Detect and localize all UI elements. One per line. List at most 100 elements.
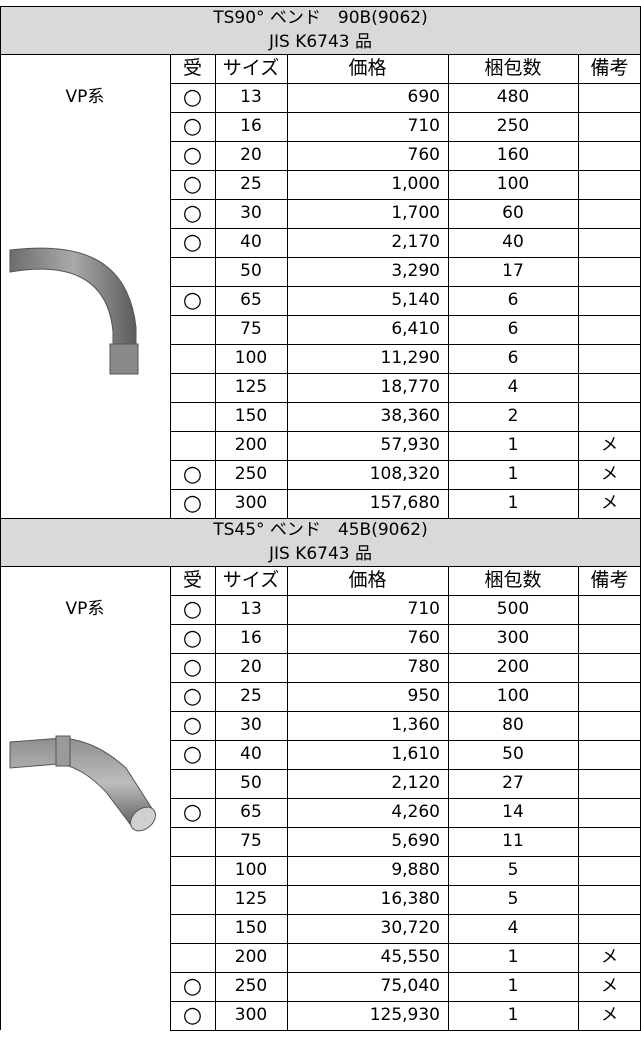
section-title: TS45° ベンド 45B(9062) bbox=[0, 518, 641, 542]
pack-qty: 6 bbox=[507, 348, 519, 368]
size: 200 bbox=[234, 947, 268, 967]
pack-qty: 6 bbox=[507, 319, 519, 339]
price: 9,880 bbox=[391, 860, 440, 880]
pack-qty: 4 bbox=[507, 918, 519, 938]
size: 16 bbox=[240, 116, 262, 136]
size: 13 bbox=[240, 87, 262, 107]
price: 760 bbox=[407, 145, 440, 165]
rule bbox=[170, 682, 641, 683]
receive-mark: ○ bbox=[182, 171, 203, 197]
rule bbox=[0, 6, 1, 518]
pack-qty: 5 bbox=[507, 860, 519, 880]
price: 38,360 bbox=[380, 406, 440, 426]
rule bbox=[170, 257, 641, 258]
price: 1,610 bbox=[391, 744, 440, 764]
size: 20 bbox=[240, 145, 262, 165]
price: 5,690 bbox=[391, 831, 440, 851]
receive-mark: ○ bbox=[182, 741, 203, 767]
rule bbox=[170, 112, 641, 113]
rule bbox=[170, 914, 641, 915]
size: 250 bbox=[234, 976, 268, 996]
rule bbox=[170, 199, 641, 200]
rule bbox=[170, 402, 641, 403]
rule bbox=[170, 170, 641, 171]
pack-qty: 1 bbox=[507, 493, 519, 513]
receive-mark: ○ bbox=[182, 200, 203, 226]
rule bbox=[578, 566, 579, 1030]
pack-qty: 80 bbox=[502, 715, 524, 735]
price: 157,680 bbox=[369, 493, 440, 513]
rule bbox=[170, 431, 641, 432]
receive-mark: ○ bbox=[182, 799, 203, 825]
price: 5,140 bbox=[391, 290, 440, 310]
remark: メ bbox=[601, 435, 618, 455]
rule bbox=[170, 1030, 641, 1031]
remark: メ bbox=[601, 976, 618, 996]
size: 40 bbox=[240, 744, 262, 764]
column-header: 備考 bbox=[590, 57, 629, 79]
rule bbox=[170, 972, 641, 973]
column-header: サイズ bbox=[222, 569, 280, 591]
pack-qty: 4 bbox=[507, 377, 519, 397]
size: 100 bbox=[234, 348, 268, 368]
rule bbox=[215, 566, 216, 1030]
receive-mark: ○ bbox=[182, 142, 203, 168]
receive-mark: ○ bbox=[182, 287, 203, 313]
size: 300 bbox=[234, 493, 268, 513]
price: 690 bbox=[407, 87, 440, 107]
price: 57,930 bbox=[380, 435, 440, 455]
size: 40 bbox=[240, 232, 262, 252]
cropped-top bbox=[0, 0, 641, 6]
rule bbox=[170, 83, 641, 84]
rule bbox=[448, 54, 449, 518]
receive-mark: ○ bbox=[182, 973, 203, 999]
size: 50 bbox=[240, 261, 262, 281]
section-title: TS90° ベンド 90B(9062) bbox=[0, 6, 641, 30]
pack-qty: 500 bbox=[496, 599, 530, 619]
bend-45-image bbox=[9, 735, 157, 832]
size: 25 bbox=[240, 686, 262, 706]
series-label: VP系 bbox=[65, 87, 105, 107]
size: 25 bbox=[240, 174, 262, 194]
price: 780 bbox=[407, 657, 440, 677]
price: 1,700 bbox=[391, 203, 440, 223]
size: 150 bbox=[234, 406, 268, 426]
pack-qty: 1 bbox=[507, 976, 519, 996]
size: 16 bbox=[240, 628, 262, 648]
price: 16,380 bbox=[380, 889, 440, 909]
price: 18,770 bbox=[380, 377, 440, 397]
size: 20 bbox=[240, 657, 262, 677]
column-header: 受 bbox=[182, 569, 202, 591]
rule bbox=[0, 54, 641, 55]
price: 2,170 bbox=[391, 232, 440, 252]
rule bbox=[170, 827, 641, 828]
rule bbox=[170, 141, 641, 142]
pack-qty: 27 bbox=[502, 773, 524, 793]
remark: メ bbox=[601, 464, 618, 484]
size: 30 bbox=[240, 715, 262, 735]
section-standard: JIS K6743 品 bbox=[0, 542, 641, 566]
pack-qty: 60 bbox=[502, 203, 524, 223]
rule bbox=[170, 740, 641, 741]
column-header: 備考 bbox=[590, 569, 629, 591]
rule bbox=[170, 315, 641, 316]
size: 300 bbox=[234, 1005, 268, 1025]
price: 11,290 bbox=[380, 348, 440, 368]
column-header: 梱包数 bbox=[484, 569, 542, 591]
rule bbox=[0, 518, 1, 1030]
rule bbox=[170, 1001, 641, 1002]
rule bbox=[170, 711, 641, 712]
remark: メ bbox=[601, 947, 618, 967]
pack-qty: 1 bbox=[507, 947, 519, 967]
bend-90-image bbox=[9, 247, 139, 375]
size: 200 bbox=[234, 435, 268, 455]
pack-qty: 5 bbox=[507, 889, 519, 909]
rule bbox=[170, 373, 641, 374]
rule bbox=[448, 566, 449, 1030]
receive-mark: ○ bbox=[182, 683, 203, 709]
receive-mark: ○ bbox=[182, 229, 203, 255]
pack-qty: 300 bbox=[496, 628, 530, 648]
receive-mark: ○ bbox=[182, 1002, 203, 1028]
price: 1,360 bbox=[391, 715, 440, 735]
